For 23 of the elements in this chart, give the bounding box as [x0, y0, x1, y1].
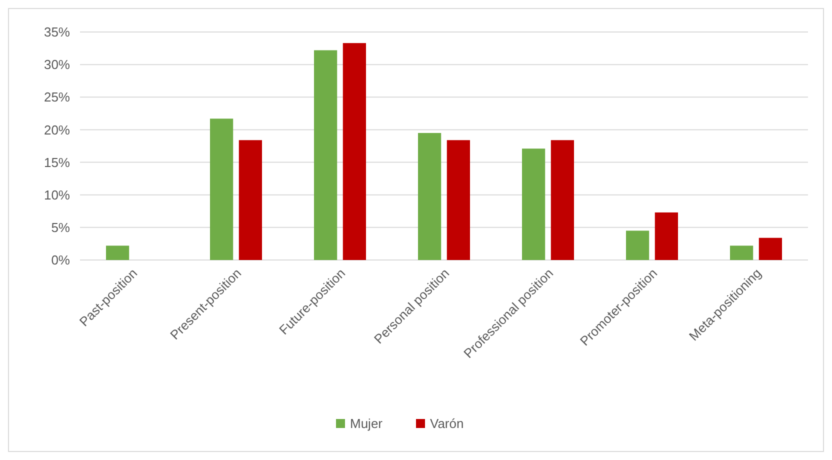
y-tick-label: 0% — [51, 252, 70, 268]
y-tick-label: 5% — [51, 220, 70, 235]
bar — [522, 148, 546, 260]
y-tick-label: 35% — [44, 24, 70, 40]
bar — [342, 43, 366, 260]
bar — [238, 140, 262, 260]
y-tick-label: 30% — [44, 57, 70, 72]
bar — [418, 132, 442, 260]
bar — [210, 118, 234, 260]
bar — [314, 50, 338, 260]
y-tick-label: 20% — [44, 122, 70, 138]
bar — [654, 212, 678, 260]
bar — [730, 246, 754, 260]
legend-label: Mujer — [350, 416, 384, 431]
bar — [626, 230, 650, 260]
y-tick-label: 10% — [44, 187, 70, 202]
y-tick-label: 15% — [44, 154, 70, 170]
bar — [106, 246, 130, 260]
legend-label: Varón — [430, 416, 464, 431]
bar — [758, 238, 782, 260]
y-tick-label: 25% — [44, 90, 70, 105]
bar — [550, 140, 574, 260]
bar — [446, 140, 470, 260]
